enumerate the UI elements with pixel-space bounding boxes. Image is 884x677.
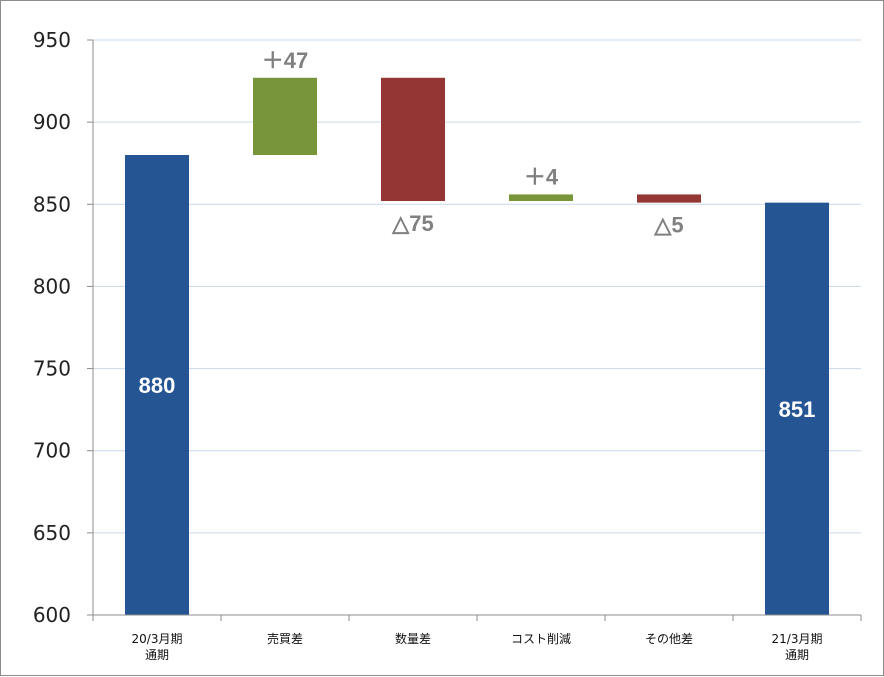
y-tick-label: 650	[33, 521, 71, 545]
data-label: 851	[779, 397, 816, 422]
x-tick-label: 売買差	[267, 631, 303, 646]
y-tick-label: 600	[33, 603, 71, 627]
data-label: 880	[139, 373, 176, 398]
y-tick-label: 750	[33, 357, 71, 381]
x-tick-label-line: 数量差	[395, 631, 431, 646]
bar-increase	[509, 194, 573, 201]
data-label: △75	[391, 211, 433, 236]
x-tick-label: 数量差	[395, 631, 431, 646]
x-tick-label: その他差	[645, 632, 693, 646]
y-tick-labels: 600 650 700 750 800 850 900 950	[33, 28, 71, 627]
bar-decrease	[381, 77, 445, 201]
y-tick-label: 800	[33, 274, 71, 298]
data-label: ＋47	[262, 48, 308, 73]
data-label: ＋4	[524, 164, 559, 189]
bar-increase	[253, 77, 317, 155]
x-tick-label-line: 20/3月期	[132, 632, 183, 646]
x-tick-label: コスト削減	[511, 631, 571, 646]
data-labels: 880 ＋47 △75 ＋4 △5 851	[139, 48, 816, 422]
x-tick-label: 20/3月期通期	[132, 632, 183, 662]
bar-total	[125, 155, 189, 615]
x-tick-label-line: その他差	[645, 632, 693, 646]
x-tick-label: 21/3月期通期	[772, 632, 823, 662]
bar-decrease	[637, 194, 701, 203]
y-tick-label: 700	[33, 439, 71, 463]
x-tick-label-line: 21/3月期	[772, 632, 823, 646]
y-tick-label: 950	[33, 28, 71, 52]
axes	[87, 39, 862, 621]
bars	[125, 77, 829, 615]
x-tick-label-line: 売買差	[267, 631, 303, 646]
x-tick-label-line: 通期	[145, 648, 169, 662]
y-tick-label: 850	[33, 192, 71, 216]
y-tick-label: 900	[33, 110, 71, 134]
data-label: △5	[653, 213, 683, 238]
gridlines	[93, 39, 861, 534]
x-tick-label-line: コスト削減	[511, 631, 571, 646]
x-tick-label-line: 通期	[785, 648, 809, 662]
bar-total	[765, 202, 829, 615]
